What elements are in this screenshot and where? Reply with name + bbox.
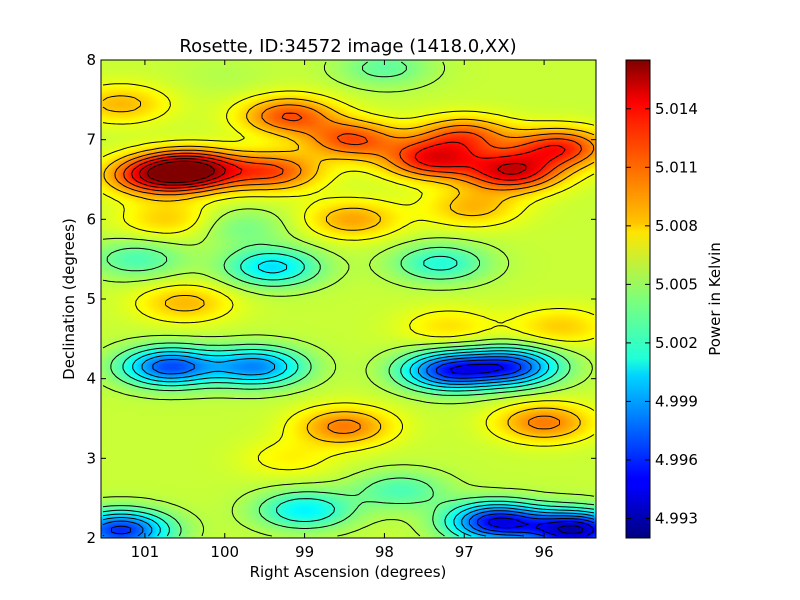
contour-layer bbox=[102, 61, 595, 537]
colorbar-tick-label: 5.014 bbox=[655, 100, 698, 118]
x-tick-label: 100 bbox=[210, 543, 239, 561]
y-tick-label: 7 bbox=[86, 131, 96, 149]
contour-line bbox=[138, 158, 527, 186]
contour-line bbox=[102, 95, 595, 443]
colorbar-tick-label: 4.999 bbox=[655, 392, 698, 410]
colorbar-tick-label: 5.011 bbox=[655, 158, 698, 176]
y-axis: 2 3 4 5 6 7 8 bbox=[86, 51, 596, 547]
contour-line bbox=[146, 160, 215, 184]
x-axis-label: Right Ascension (degrees) bbox=[250, 563, 447, 581]
contour-line bbox=[131, 141, 566, 189]
y-tick-label: 5 bbox=[86, 290, 96, 308]
contour-line bbox=[102, 61, 595, 537]
colorbar-tick-label: 5.005 bbox=[655, 275, 698, 293]
contour-line bbox=[102, 353, 595, 537]
contour-line bbox=[102, 260, 595, 537]
colorbar-tick-label: 4.993 bbox=[655, 509, 698, 527]
x-tick-label: 97 bbox=[455, 543, 474, 561]
contour-line bbox=[450, 363, 594, 537]
contour-line bbox=[114, 104, 595, 434]
colorbar: 4.993 4.996 4.999 5.002 5.005 5.008 5.011 5.014… bbox=[625, 59, 724, 539]
contour-line bbox=[102, 356, 595, 537]
y-tick-label: 4 bbox=[86, 370, 96, 388]
y-tick-label: 3 bbox=[86, 449, 96, 467]
chart-title: Rosette, ID:34572 image (1418.0,XX) bbox=[179, 36, 516, 57]
contour-line bbox=[102, 83, 595, 471]
y-tick-label: 2 bbox=[86, 529, 96, 547]
contour-line bbox=[123, 112, 582, 192]
colorbar-tick-label: 4.996 bbox=[655, 451, 698, 469]
plot-area bbox=[100, 59, 597, 539]
colorbar-tick-label: 5.002 bbox=[655, 334, 698, 352]
colorbar-gradient bbox=[626, 60, 650, 538]
colorbar-frame bbox=[625, 59, 651, 539]
contour-line bbox=[102, 253, 595, 537]
y-tick-label: 8 bbox=[86, 51, 96, 69]
x-axis: 101 100 99 98 97 96 bbox=[131, 60, 554, 561]
x-tick-label: 98 bbox=[375, 543, 394, 561]
y-axis-label: Declination (degrees) bbox=[60, 218, 78, 380]
colorbar-tick-label: 5.008 bbox=[655, 217, 698, 235]
contour-line bbox=[557, 525, 583, 534]
x-tick-label: 96 bbox=[535, 543, 554, 561]
colorbar-ticks: 4.993 4.996 4.999 5.002 5.005 5.008 5.011 5.014 bbox=[626, 100, 698, 527]
x-tick-label: 101 bbox=[131, 543, 160, 561]
colorbar-label: Power in Kelvin bbox=[706, 242, 724, 356]
heatmap-image bbox=[101, 60, 596, 538]
x-tick-label: 99 bbox=[295, 543, 314, 561]
contour-line bbox=[111, 359, 595, 537]
y-tick-label: 6 bbox=[86, 210, 96, 228]
contour-line bbox=[102, 61, 595, 537]
